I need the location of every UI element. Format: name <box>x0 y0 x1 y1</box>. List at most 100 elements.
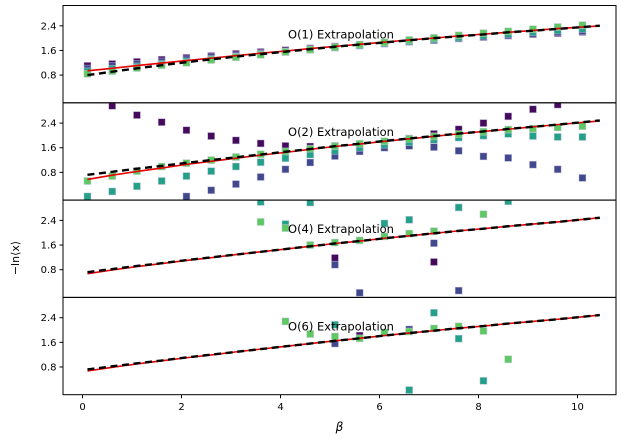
x-tick-label: 2 <box>178 402 184 413</box>
data-point-viridis-green <box>281 317 290 326</box>
data-point-viridis-blue <box>232 180 240 188</box>
data-point-viridis-purple <box>232 136 240 145</box>
panel-frame <box>62 199 617 298</box>
data-point-viridis-teal <box>256 158 265 167</box>
data-point-viridis-purple <box>331 254 339 262</box>
y-tick-label: 0.8 <box>41 168 57 179</box>
y-tick-label: 1.6 <box>41 241 57 252</box>
data-point-viridis-blue <box>504 154 513 162</box>
exact-line <box>87 313 600 371</box>
data-point-viridis-teal <box>454 203 463 212</box>
x-axis-label: β <box>335 420 344 434</box>
data-point-viridis-blue <box>207 186 216 195</box>
data-point-viridis-green <box>479 210 488 219</box>
panel-title: O(4) Extrapolation <box>288 222 394 236</box>
data-point-viridis-purple <box>182 126 191 135</box>
data-point-viridis-purple <box>529 105 537 114</box>
data-point-viridis-green <box>578 122 587 131</box>
data-point-viridis-purple <box>157 118 166 127</box>
y-tick-label: 2.4 <box>41 21 57 32</box>
data-point-viridis-green <box>504 355 513 364</box>
data-point-viridis-teal <box>578 133 587 141</box>
data-point-viridis-purple <box>133 111 141 119</box>
y-tick-label: 2.4 <box>41 216 57 227</box>
y-tick-label: 0.8 <box>41 362 57 373</box>
data-point-viridis-green <box>83 177 92 185</box>
y-tick-label: 2.4 <box>41 119 57 130</box>
panel-title: O(1) Extrapolation <box>288 28 394 42</box>
data-point-viridis-teal <box>232 162 240 171</box>
x-tick-label: 4 <box>277 402 283 413</box>
exact-line <box>87 24 600 77</box>
data-point-viridis-green <box>405 229 414 238</box>
data-point-viridis-teal <box>331 320 339 329</box>
x-tick-label: 10 <box>571 402 584 413</box>
data-point-viridis-teal <box>529 132 537 140</box>
data-point-viridis-teal <box>380 219 389 228</box>
data-point-viridis-blue <box>355 288 364 297</box>
panel-title: O(6) Extrapolation <box>288 319 394 333</box>
data-point-viridis-teal <box>281 154 290 163</box>
data-point-viridis-purple <box>479 119 488 127</box>
data-point-viridis-teal <box>430 308 438 317</box>
data-point-viridis-blue <box>281 165 290 174</box>
exact-line <box>87 216 600 274</box>
y-axis-label: −ln⟨x⟩ <box>9 241 22 275</box>
data-point-viridis-purple <box>504 112 513 121</box>
panel-o4-extrapolation <box>87 200 600 297</box>
data-point-viridis-blue <box>430 239 438 248</box>
data-point-viridis-green <box>529 25 537 34</box>
y-tick-label: 0.8 <box>41 265 57 276</box>
data-point-viridis-blue <box>256 173 265 181</box>
data-point-viridis-blue <box>454 286 463 295</box>
y-tick-label: 1.6 <box>41 143 57 154</box>
y-tick-label: 2.4 <box>41 313 57 324</box>
data-point-viridis-teal <box>108 187 117 196</box>
data-point-viridis-blue <box>578 174 587 182</box>
x-tick-label: 6 <box>376 402 382 413</box>
x-tick-label: 8 <box>475 402 481 413</box>
data-point-viridis-teal <box>207 167 216 175</box>
y-tick-label: 0.8 <box>41 71 57 82</box>
data-point-viridis-teal <box>405 386 414 394</box>
data-point-viridis-blue <box>479 152 488 161</box>
data-point-viridis-purple <box>207 132 216 140</box>
data-point-viridis-blue <box>430 143 438 151</box>
data-point-viridis-green <box>578 21 587 30</box>
data-point-viridis-green <box>529 124 537 133</box>
data-point-viridis-green <box>256 218 265 226</box>
data-point-viridis-green <box>331 332 339 341</box>
data-point-viridis-green <box>281 224 290 232</box>
data-point-viridis-blue <box>553 165 562 174</box>
data-point-viridis-teal <box>182 172 191 180</box>
data-point-viridis-blue <box>306 158 315 167</box>
exact-line <box>87 119 600 177</box>
data-point-viridis-green <box>553 23 562 31</box>
data-point-viridis-teal <box>405 215 414 224</box>
data-point-viridis-green <box>306 330 315 338</box>
panel-frame <box>62 296 617 396</box>
data-point-viridis-blue <box>331 260 339 269</box>
panel-o1-extrapolation <box>83 21 600 78</box>
panel-o6-extrapolation <box>87 308 600 394</box>
data-point-viridis-teal <box>454 334 463 343</box>
data-point-viridis-teal <box>553 133 562 141</box>
data-point-viridis-teal <box>504 200 513 206</box>
data-point-viridis-green <box>430 227 438 236</box>
data-point-viridis-teal <box>256 200 265 206</box>
data-point-viridis-purple <box>430 258 438 266</box>
data-point-viridis-blue <box>529 160 537 169</box>
data-point-viridis-purple <box>108 102 117 110</box>
data-point-viridis-teal <box>479 376 488 385</box>
data-point-viridis-green <box>454 322 463 331</box>
y-tick-label: 1.6 <box>41 46 57 57</box>
data-point-viridis-green <box>306 241 315 249</box>
data-point-viridis-green <box>479 327 488 335</box>
data-point-viridis-purple <box>553 102 562 109</box>
data-point-viridis-teal <box>133 182 141 191</box>
data-point-viridis-green <box>430 324 438 333</box>
panel-frame <box>62 102 617 201</box>
x-tick-label: 0 <box>79 402 85 413</box>
